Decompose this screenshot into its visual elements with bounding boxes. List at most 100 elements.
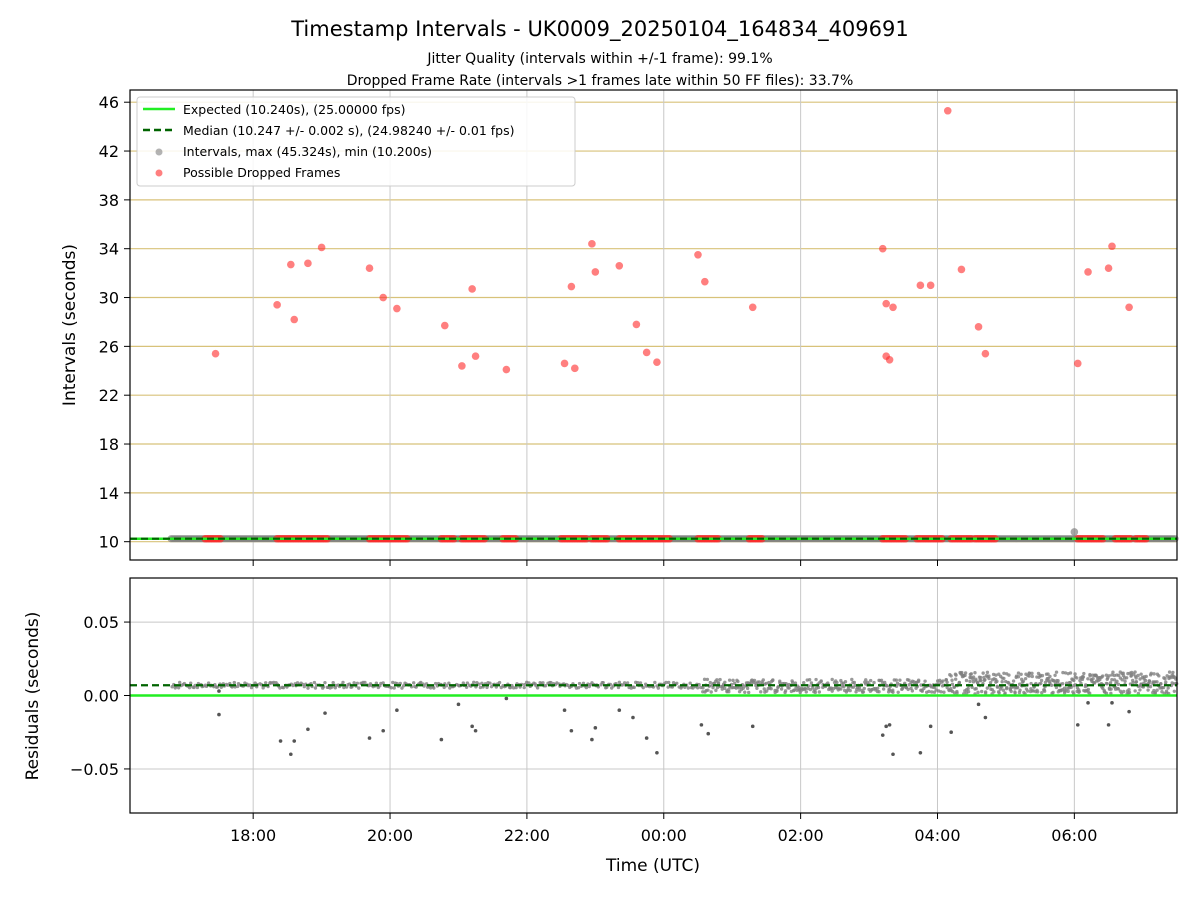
x-tick-label-2: 22:00 bbox=[504, 826, 550, 845]
dropped-frame-point-19 bbox=[615, 261, 624, 270]
residual-point-657 bbox=[955, 689, 959, 694]
residual-point-644 bbox=[949, 686, 953, 691]
residual-point-881 bbox=[1075, 676, 1079, 680]
dropped-frame-point-4 bbox=[304, 259, 312, 268]
residual-point-822 bbox=[1042, 689, 1047, 693]
residual-point-475 bbox=[814, 677, 818, 682]
residual-point-917 bbox=[1094, 673, 1098, 677]
residual-point-139 bbox=[392, 686, 396, 690]
residual-point-690 bbox=[973, 671, 977, 675]
residual-point-630 bbox=[939, 690, 943, 694]
residual-point-385 bbox=[743, 690, 747, 694]
residual-point-101 bbox=[331, 681, 335, 685]
residual-point-174 bbox=[448, 686, 452, 690]
residual-point-665 bbox=[960, 670, 964, 675]
residual-point-291 bbox=[636, 680, 640, 685]
residual-outlier-21 bbox=[644, 736, 649, 740]
residual-point-215 bbox=[514, 685, 518, 690]
residual-point-388 bbox=[745, 686, 750, 691]
residual-point-1010 bbox=[1144, 674, 1148, 679]
residual-point-462 bbox=[804, 690, 808, 694]
residual-outlier-17 bbox=[590, 737, 594, 742]
dropped-frame-point-26 bbox=[878, 244, 887, 253]
residual-point-769 bbox=[1016, 675, 1021, 679]
residual-point-370 bbox=[731, 678, 735, 683]
residual-point-1035 bbox=[1157, 674, 1161, 678]
residual-point-726 bbox=[992, 690, 996, 694]
residual-point-408 bbox=[762, 687, 766, 691]
residual-point-622 bbox=[933, 685, 937, 690]
residual-point-765 bbox=[1013, 690, 1017, 694]
residual-outlier-4 bbox=[289, 752, 293, 757]
residual-point-605 bbox=[919, 683, 923, 687]
residual-point-646 bbox=[950, 678, 954, 682]
residual-point-695 bbox=[976, 690, 980, 695]
residual-point-912 bbox=[1091, 676, 1095, 681]
residual-point-350 bbox=[715, 678, 719, 682]
residual-point-214 bbox=[511, 686, 516, 690]
legend-median-label: Median (10.247 +/- 0.002 s), (24.98240 +… bbox=[183, 123, 514, 138]
residual-point-510 bbox=[843, 680, 848, 684]
residual-point-193 bbox=[478, 685, 483, 690]
residual-point-376 bbox=[736, 679, 740, 684]
dropped-frame-point-31 bbox=[916, 281, 925, 290]
residual-outlier-30 bbox=[918, 750, 923, 755]
residual-point-959 bbox=[1117, 673, 1121, 678]
residual-point-448 bbox=[793, 681, 798, 685]
residual-point-189 bbox=[472, 680, 476, 685]
residual-point-525 bbox=[854, 690, 858, 694]
residual-point-237 bbox=[549, 680, 553, 685]
residual-point-49 bbox=[248, 683, 252, 687]
residual-point-986 bbox=[1131, 678, 1135, 683]
legend-dropped-swatch bbox=[155, 169, 163, 177]
residual-point-743 bbox=[1001, 688, 1006, 692]
residual-point-107 bbox=[341, 680, 345, 685]
residual-point-477 bbox=[816, 685, 821, 690]
residual-point-975 bbox=[1124, 676, 1129, 680]
residual-point-842 bbox=[1054, 685, 1059, 690]
residual-point-937 bbox=[1105, 682, 1109, 686]
residual-point-929 bbox=[1100, 674, 1105, 678]
residual-outlier-25 bbox=[750, 724, 755, 729]
residual-outlier-13 bbox=[473, 728, 478, 733]
residual-point-792 bbox=[1027, 674, 1031, 678]
residual-point-984 bbox=[1129, 674, 1133, 678]
legend-dropped-label: Possible Dropped Frames bbox=[183, 165, 340, 180]
residual-point-360 bbox=[723, 686, 727, 691]
chart-subtitle-jitter: Jitter Quality (intervals within +/-1 fr… bbox=[426, 51, 772, 67]
residual-point-648 bbox=[950, 682, 955, 686]
residual-outlier-12 bbox=[470, 724, 474, 729]
residual-point-773 bbox=[1017, 690, 1022, 695]
residual-point-293 bbox=[638, 681, 643, 685]
residual-point-351 bbox=[715, 685, 720, 690]
residual-point-1043 bbox=[1162, 691, 1166, 696]
dropped-frame-point-14 bbox=[560, 359, 569, 368]
chart-subtitle-dropped: Dropped Frame Rate (intervals >1 frames … bbox=[347, 73, 854, 89]
residuals-x-ticks: 18:00 20:00 22:00 00:00 02:00 04:00 06:00 bbox=[230, 813, 1097, 845]
residual-point-400 bbox=[755, 686, 759, 691]
residual-point-993 bbox=[1134, 680, 1138, 684]
residual-point-494 bbox=[830, 677, 834, 682]
residual-point-16 bbox=[195, 685, 200, 690]
residual-point-807 bbox=[1035, 688, 1039, 692]
residual-point-635 bbox=[942, 690, 946, 694]
dropped-frame-point-18 bbox=[591, 268, 600, 276]
residual-outlier-26 bbox=[880, 733, 885, 737]
dropped-frame-point-29 bbox=[889, 303, 897, 312]
residuals-y-tick-label-1: 0.00 bbox=[83, 687, 119, 706]
dropped-frame-point-0 bbox=[211, 349, 220, 358]
residual-point-813 bbox=[1039, 681, 1043, 686]
residual-outlier-14 bbox=[504, 696, 509, 701]
dropped-frame-point-25 bbox=[748, 303, 757, 312]
x-axis-label: Time (UTC) bbox=[605, 856, 700, 876]
residual-point-309 bbox=[664, 680, 668, 685]
residual-point-114 bbox=[352, 681, 356, 685]
residual-outlier-36 bbox=[1086, 701, 1090, 705]
residual-point-770 bbox=[1015, 685, 1020, 690]
residual-point-858 bbox=[1062, 686, 1067, 690]
residual-point-588 bbox=[906, 687, 910, 692]
residual-point-59 bbox=[263, 681, 268, 685]
residual-point-814 bbox=[1040, 691, 1044, 695]
residual-point-1062 bbox=[1171, 670, 1175, 675]
